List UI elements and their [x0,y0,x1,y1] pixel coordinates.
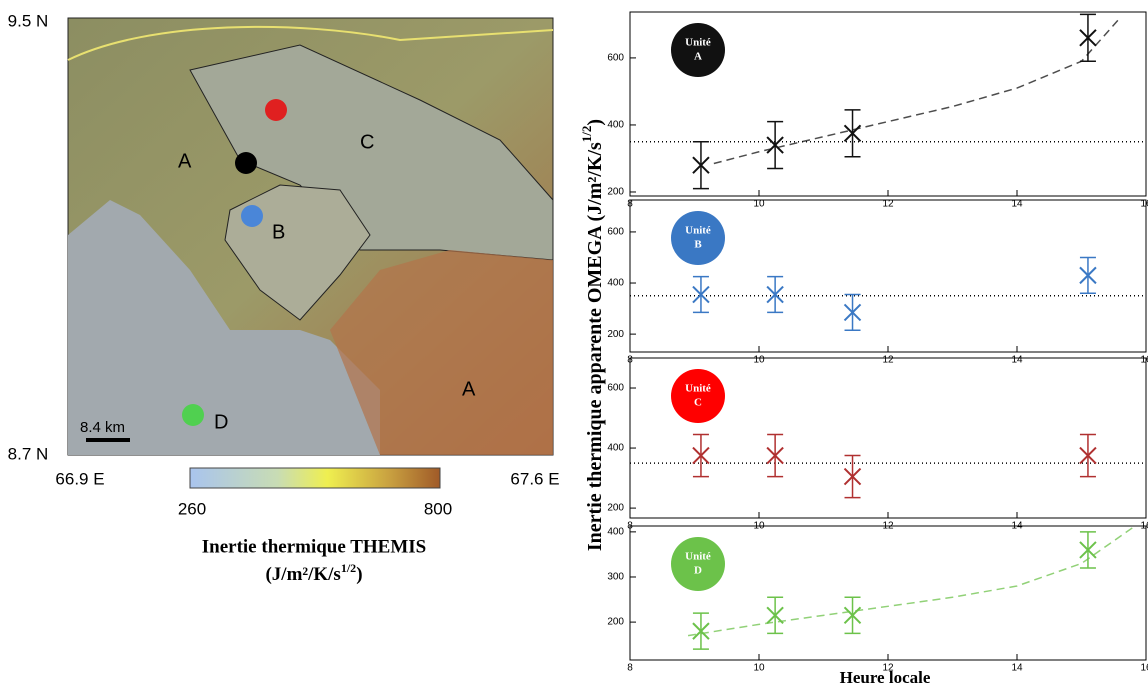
caption: Inertie thermique THEMIS [202,536,426,557]
unit-badge [671,211,725,265]
x-tick-label: 10 [753,199,765,210]
y-tick-label: 400 [607,120,624,131]
badge-label: B [694,239,702,251]
x-tick-label: 16 [1140,663,1148,674]
unit-label: C [360,131,374,153]
point-marker [843,606,862,625]
map: A C B A D 8.4 km 9.5 N 8.7 N 66.9 E 67.6… [8,11,560,585]
y-tick-label: 400 [607,278,624,289]
point-marker [1079,541,1097,559]
lat-label: 8.7 N [8,444,49,463]
marker-stroke [843,303,862,322]
marker-stroke [843,124,862,143]
unit-label: A [178,150,192,172]
colorbar [189,467,441,489]
marker-stroke [766,446,784,465]
badge-label: C [694,397,702,409]
point-marker [766,446,784,465]
marker-stroke [766,136,784,154]
x-tick-label: 10 [753,355,765,366]
point-marker [843,124,862,143]
marker-stroke [1079,266,1097,285]
fit-curve [687,526,1134,637]
colorbar-max: 800 [424,499,452,518]
unit-a-area [330,250,553,455]
marker-stroke [766,285,784,304]
marker-stroke [766,606,784,625]
point-marker [766,285,784,304]
unit-d-dot [182,404,204,426]
point-marker [843,467,862,486]
marker-stroke [692,446,710,465]
lon-label: 66.9 E [55,469,104,488]
y-tick-label: 200 [607,617,624,628]
unit-label: B [272,221,285,243]
point-marker [1079,29,1097,47]
marker-stroke [692,285,710,304]
point-marker [766,136,784,154]
y-tick-label: 600 [607,227,624,238]
badge-label: A [694,51,702,63]
marker-stroke [1079,541,1097,559]
y-tick-label: 200 [607,187,624,198]
marker-stroke [1079,446,1097,465]
x-tick-label: 12 [882,355,894,366]
unit-d-area [68,200,380,455]
point-marker [1079,446,1097,465]
badge-label: Unité [685,383,711,395]
ridge [67,25,554,61]
unit-c-dot [265,99,287,121]
unit-a-dot [235,152,257,174]
badge-label: Unité [685,37,711,49]
x-tick-label: 16 [1140,355,1148,366]
marker-stroke [1079,29,1097,47]
point-marker [692,622,710,640]
point-marker [692,156,710,174]
scale-label: 8.4 km [80,419,125,436]
x-tick-label: 14 [1011,355,1023,366]
y-tick-label: 600 [607,383,624,394]
point-marker [766,606,784,625]
colorbar-min: 260 [178,499,206,518]
marker-stroke [692,622,710,640]
lat-label: 9.5 N [8,11,49,30]
badge-label: D [694,565,702,577]
badge-label: Unité [685,225,711,237]
y-tick-label: 600 [607,53,624,64]
x-tick-label: 12 [882,663,894,674]
unit-badge [671,537,725,591]
y-tick-label: 400 [607,527,624,538]
y-tick-label: 300 [607,572,624,583]
marker-stroke [692,156,710,174]
unit-badge [671,369,725,423]
unit-label: D [214,411,228,433]
badge-label: Unité [685,551,711,563]
x-tick-label: 14 [1011,663,1023,674]
x-tick-label: 10 [753,663,765,674]
y-tick-label: 400 [607,443,624,454]
x-tick-label: 14 [1011,199,1023,210]
y-tick-label: 200 [607,329,624,340]
x-tick-label: 12 [882,199,894,210]
lon-label: 67.6 E [510,469,559,488]
marker-stroke [843,606,862,625]
marker-stroke [843,467,862,486]
unit-label: A [462,378,476,400]
point-marker [1079,266,1097,285]
caption-units: (J/m²/K/s1/2) [265,561,362,586]
y-axis-label: Inertie thermique apparente OMEGA (J/m²/… [579,119,606,551]
y-tick-label: 200 [607,503,624,514]
unit-badge [671,23,725,77]
x-axis-label: Heure locale [840,668,931,687]
point-marker [843,303,862,322]
point-marker [692,285,710,304]
x-tick-label: 16 [1140,199,1148,210]
point-marker [692,446,710,465]
unit-b-dot [241,205,263,227]
x-tick-label: 8 [627,663,633,674]
